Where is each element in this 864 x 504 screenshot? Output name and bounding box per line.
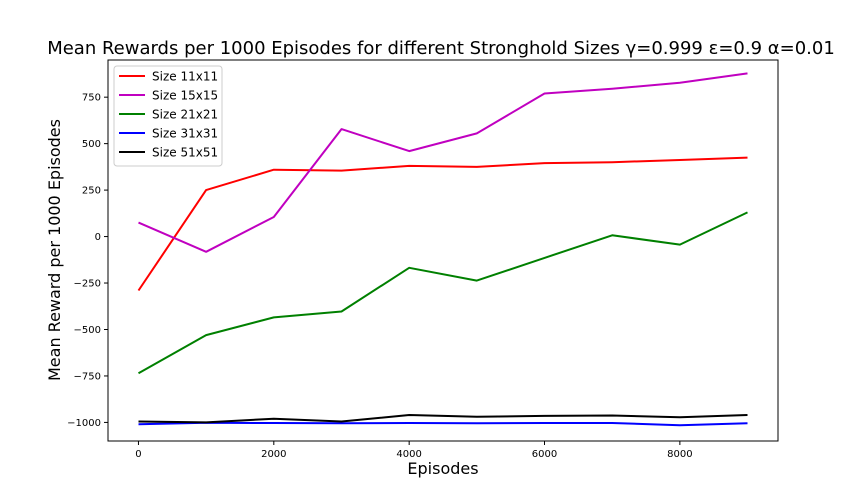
y-tick-label: 500 [82, 139, 101, 150]
legend-label: Size 11x11 [152, 70, 218, 84]
x-tick-label: 4000 [396, 449, 421, 460]
x-tick-label: 0 [135, 449, 141, 460]
plot-frame [107, 59, 779, 442]
x-tick-label: 8000 [667, 449, 692, 460]
legend-label: Size 51x51 [152, 146, 218, 160]
y-tick-label: 750 [82, 93, 101, 104]
series-line-5 [138, 414, 748, 424]
series-line-4 [138, 421, 748, 427]
chart-title: Mean Rewards per 1000 Episodes for diffe… [47, 38, 835, 59]
legend: Size 11x11 Size 15x15 Size 21x21 Size 31x31… [113, 65, 223, 167]
x-tick-label: 2000 [261, 449, 286, 460]
series-line-1 [137, 156, 748, 292]
y-axis: −1000 −750 −500 −250 0 250 500 750 [67, 93, 108, 429]
legend-box [113, 65, 223, 167]
y-tick-label: −250 [74, 279, 101, 290]
y-tick-label: −1000 [67, 418, 101, 429]
series-line-3 [138, 211, 748, 375]
y-tick-label: −750 [74, 371, 101, 382]
y-tick-label: −500 [74, 325, 101, 336]
series-lines [137, 72, 748, 427]
x-axis: 0 2000 4000 6000 8000 [135, 441, 693, 460]
x-tick-label: 6000 [532, 449, 557, 460]
x-axis-title: Episodes [407, 459, 478, 478]
y-axis-title: Mean Reward per 1000 Episodes [45, 119, 64, 381]
y-tick-label: 0 [95, 232, 101, 243]
y-tick-label: 250 [82, 186, 101, 197]
legend-label: Size 21x21 [152, 108, 218, 122]
legend-label: Size 31x31 [152, 127, 218, 141]
legend-label: Size 15x15 [152, 89, 218, 103]
series-line-2 [138, 72, 748, 253]
